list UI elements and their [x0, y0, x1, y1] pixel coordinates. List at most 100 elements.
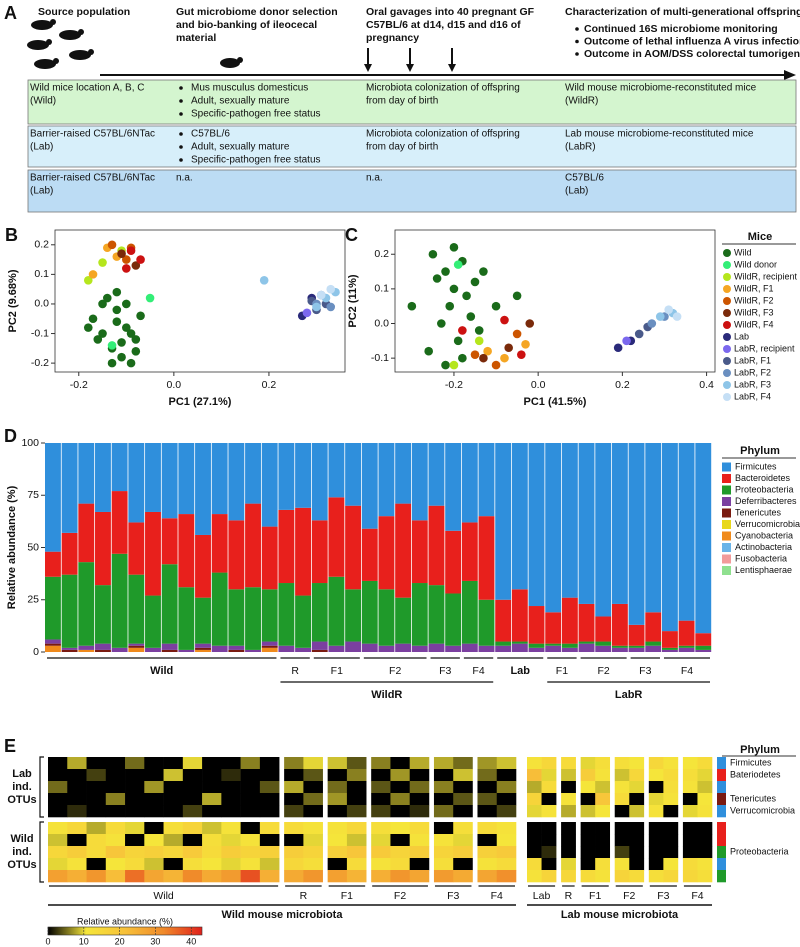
phylum-label: Firmicutes [730, 757, 772, 767]
bar-segment [378, 645, 395, 652]
mouse-icons [27, 19, 243, 69]
bar-segment [111, 491, 128, 554]
bar-segment [361, 580, 378, 644]
heatmap-cell [259, 870, 280, 883]
cell-text: (Lab) [30, 142, 53, 153]
bar-segment [361, 443, 378, 529]
y-tick-label: 25 [27, 594, 39, 606]
x-axis-title: PC1 (41.5%) [524, 396, 587, 408]
heatmap-cell [240, 834, 261, 847]
heatmap-cell [595, 769, 611, 782]
bar-segment [695, 443, 712, 634]
heatmap-cell [496, 870, 517, 883]
heatmap-cell [453, 793, 473, 806]
heatmap-cell [182, 793, 203, 806]
heatmap-cell [125, 769, 145, 782]
point [500, 353, 509, 363]
heatmap-cell [527, 822, 542, 835]
heatmap-cell [496, 822, 517, 835]
heatmap-cell [614, 870, 630, 883]
heatmap-cell [303, 846, 323, 859]
heatmap-cell [541, 781, 557, 794]
heatmap-cell [496, 769, 517, 782]
legend-label: Actinobacteria [735, 542, 792, 552]
bar-segment [528, 443, 545, 607]
point [664, 305, 673, 314]
heatmap-cell [453, 846, 473, 859]
heatmap-cell [182, 769, 203, 782]
heatmap-cell [125, 757, 145, 770]
heatmap-cell [595, 781, 611, 794]
bar-segment [461, 643, 478, 652]
heatmap-cell [697, 793, 713, 806]
phylum-strip [717, 822, 726, 835]
bar-segment [161, 443, 178, 519]
heatmap-cell [303, 793, 323, 806]
heatmap-cell [561, 793, 576, 806]
heatmap-cell [595, 834, 611, 847]
heatmap-cell [202, 846, 222, 859]
point [512, 291, 522, 301]
heatmap-cell [371, 793, 391, 806]
heatmap-cell [580, 834, 596, 847]
heatmap-cell [541, 757, 557, 770]
heatmap-cell [67, 793, 87, 806]
bar-segment [78, 645, 95, 650]
phylum-label: Tenericutes [730, 793, 777, 803]
heatmap-cell [614, 846, 630, 859]
heatmap-cell [346, 805, 367, 818]
bar-segment [295, 507, 311, 596]
point [672, 312, 682, 321]
bar-segment [478, 443, 495, 517]
bar-segment [478, 645, 495, 652]
legend-label: LabR, F2 [734, 367, 771, 377]
x-tick-label: 0.4 [699, 379, 714, 391]
y-tick-label: 0.2 [34, 239, 49, 251]
heatmap-cell [629, 834, 645, 847]
bar-segment [411, 520, 428, 584]
heatmap-cell [259, 858, 280, 871]
heatmap-cell [202, 870, 222, 883]
bar-segment [645, 641, 662, 646]
point [428, 249, 438, 259]
heatmap-cell [595, 846, 611, 859]
heatmap-cell [67, 834, 87, 847]
heatmap-cell [648, 793, 664, 806]
group-label: F4 [491, 890, 503, 902]
bar-segment [278, 509, 295, 584]
heatmap-cell [629, 769, 645, 782]
point [458, 326, 467, 335]
bar-segment [428, 643, 445, 652]
heatmap-cell [202, 834, 222, 847]
supergroup-label: LabR [615, 689, 643, 701]
heatmap-cell [663, 870, 679, 883]
bullet [575, 39, 579, 44]
bar-segment [161, 643, 178, 650]
bar-segment [495, 443, 512, 600]
cell-text: (WildR) [565, 96, 598, 107]
cell-text: Barrier-raised C57BL/6NTac [30, 129, 155, 140]
heatmap-cell [477, 858, 498, 871]
bar-segment [128, 643, 145, 646]
supergroup-label: WildR [371, 689, 402, 701]
row-bracket [39, 821, 44, 883]
point [432, 274, 442, 283]
bullet-text: Outcome of lethal influenza A virus infe… [584, 35, 800, 47]
point [98, 299, 107, 309]
cell-text: n.a. [176, 173, 193, 184]
heatmap-cell [163, 805, 184, 818]
heatmap-cell [86, 805, 107, 818]
y-tick-label: 0.2 [374, 248, 389, 260]
bar-segment [345, 505, 362, 590]
heatmap-cell [144, 793, 164, 806]
group-label: F3 [447, 890, 459, 902]
heatmap-cell [327, 846, 348, 859]
heatmap-cell [390, 769, 410, 782]
heatmap-cell [496, 781, 517, 794]
point [302, 308, 312, 318]
heatmap-cell [303, 805, 323, 818]
bar-segment [211, 572, 228, 646]
bar-segment [628, 624, 645, 646]
bar-segment [228, 443, 245, 521]
bar-segment [95, 643, 111, 650]
